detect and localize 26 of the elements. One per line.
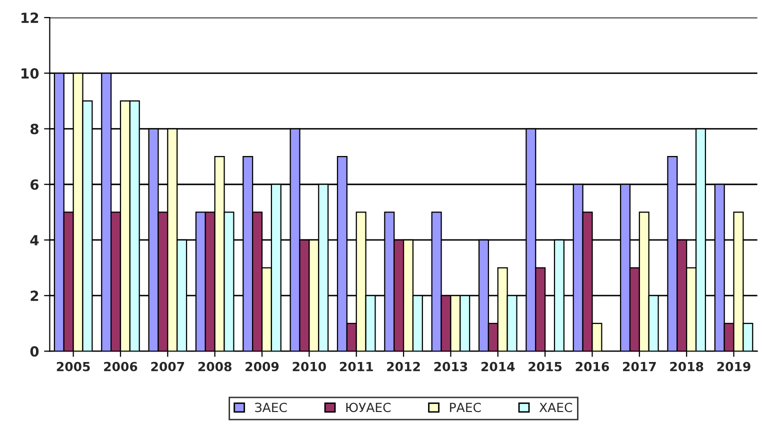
x-tick-label: 2015 <box>528 362 562 372</box>
x-tick-label: 2018 <box>670 362 704 372</box>
x-tick-label: 2012 <box>387 362 420 372</box>
x-tick-label: 2016 <box>576 362 609 372</box>
x-tick-label: 2008 <box>198 362 232 372</box>
x-tick-label: 2006 <box>104 362 138 372</box>
legend-label: ЗАЕС <box>255 402 287 412</box>
y-tick-label: 0 <box>30 346 39 357</box>
x-tick-label: 2010 <box>292 362 326 372</box>
legend-label: ЮУАЕС <box>346 402 391 412</box>
x-tick-label: 2007 <box>151 362 184 372</box>
y-tick-label: 8 <box>30 124 38 134</box>
x-tick-label: 2019 <box>717 362 750 372</box>
x-tick-label: 2009 <box>246 362 279 372</box>
legend-label: ХАЕС <box>539 402 572 412</box>
x-tick-label: 2014 <box>481 362 515 372</box>
y-tick-label: 10 <box>22 68 39 79</box>
y-tick-label: 6 <box>30 179 39 190</box>
legend-label: РАЕС <box>450 402 481 412</box>
y-tick-label: 4 <box>30 235 39 246</box>
x-tick-label: 2011 <box>340 362 373 372</box>
x-tick-label: 2013 <box>434 362 468 372</box>
y-tick-label: 2 <box>30 290 38 301</box>
y-tick-label: 12 <box>22 12 38 23</box>
x-tick-label: 2017 <box>623 362 656 372</box>
x-tick-label: 2005 <box>56 362 90 372</box>
